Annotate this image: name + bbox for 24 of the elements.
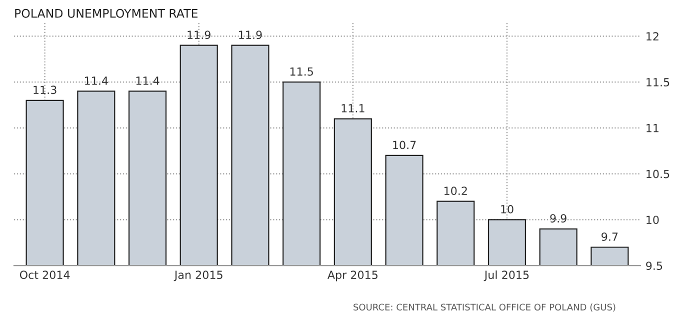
data-label: 10.7	[393, 140, 416, 150]
y-tick-label: 10.5	[646, 170, 670, 178]
data-label: 11.9	[239, 30, 262, 40]
chart-title: POLAND UNEMPLOYMENT RATE	[15, 8, 198, 18]
y-tick-label: 10	[646, 216, 659, 224]
data-label: 10	[501, 204, 514, 214]
x-tick-label: Oct 2014	[20, 270, 70, 280]
x-tick-label: Apr 2015	[327, 270, 378, 282]
y-tick-label: 11	[646, 124, 658, 132]
x-tick-label: Jan 2015	[174, 270, 222, 282]
data-label: 9.9	[550, 214, 566, 223]
data-label: 11.3	[34, 86, 56, 94]
data-label: 11.5	[290, 67, 313, 76]
y-tick-label: 9.5	[646, 262, 662, 270]
x-tick-label: Jul 2015	[484, 270, 529, 282]
data-label: 11.9	[188, 30, 210, 40]
data-label: 9.7	[602, 232, 618, 241]
data-label: 11.4	[85, 76, 108, 85]
data-label: 10.2	[444, 186, 467, 196]
y-tick-label: 11.5	[646, 78, 670, 86]
source-note: SOURCE: CENTRAL STATISTICAL OFFICE OF POLAND (GUS)	[354, 304, 616, 312]
data-label: 11.4	[136, 76, 160, 85]
data-label: 11.1	[342, 104, 364, 112]
y-tick-label: 12	[646, 32, 658, 40]
